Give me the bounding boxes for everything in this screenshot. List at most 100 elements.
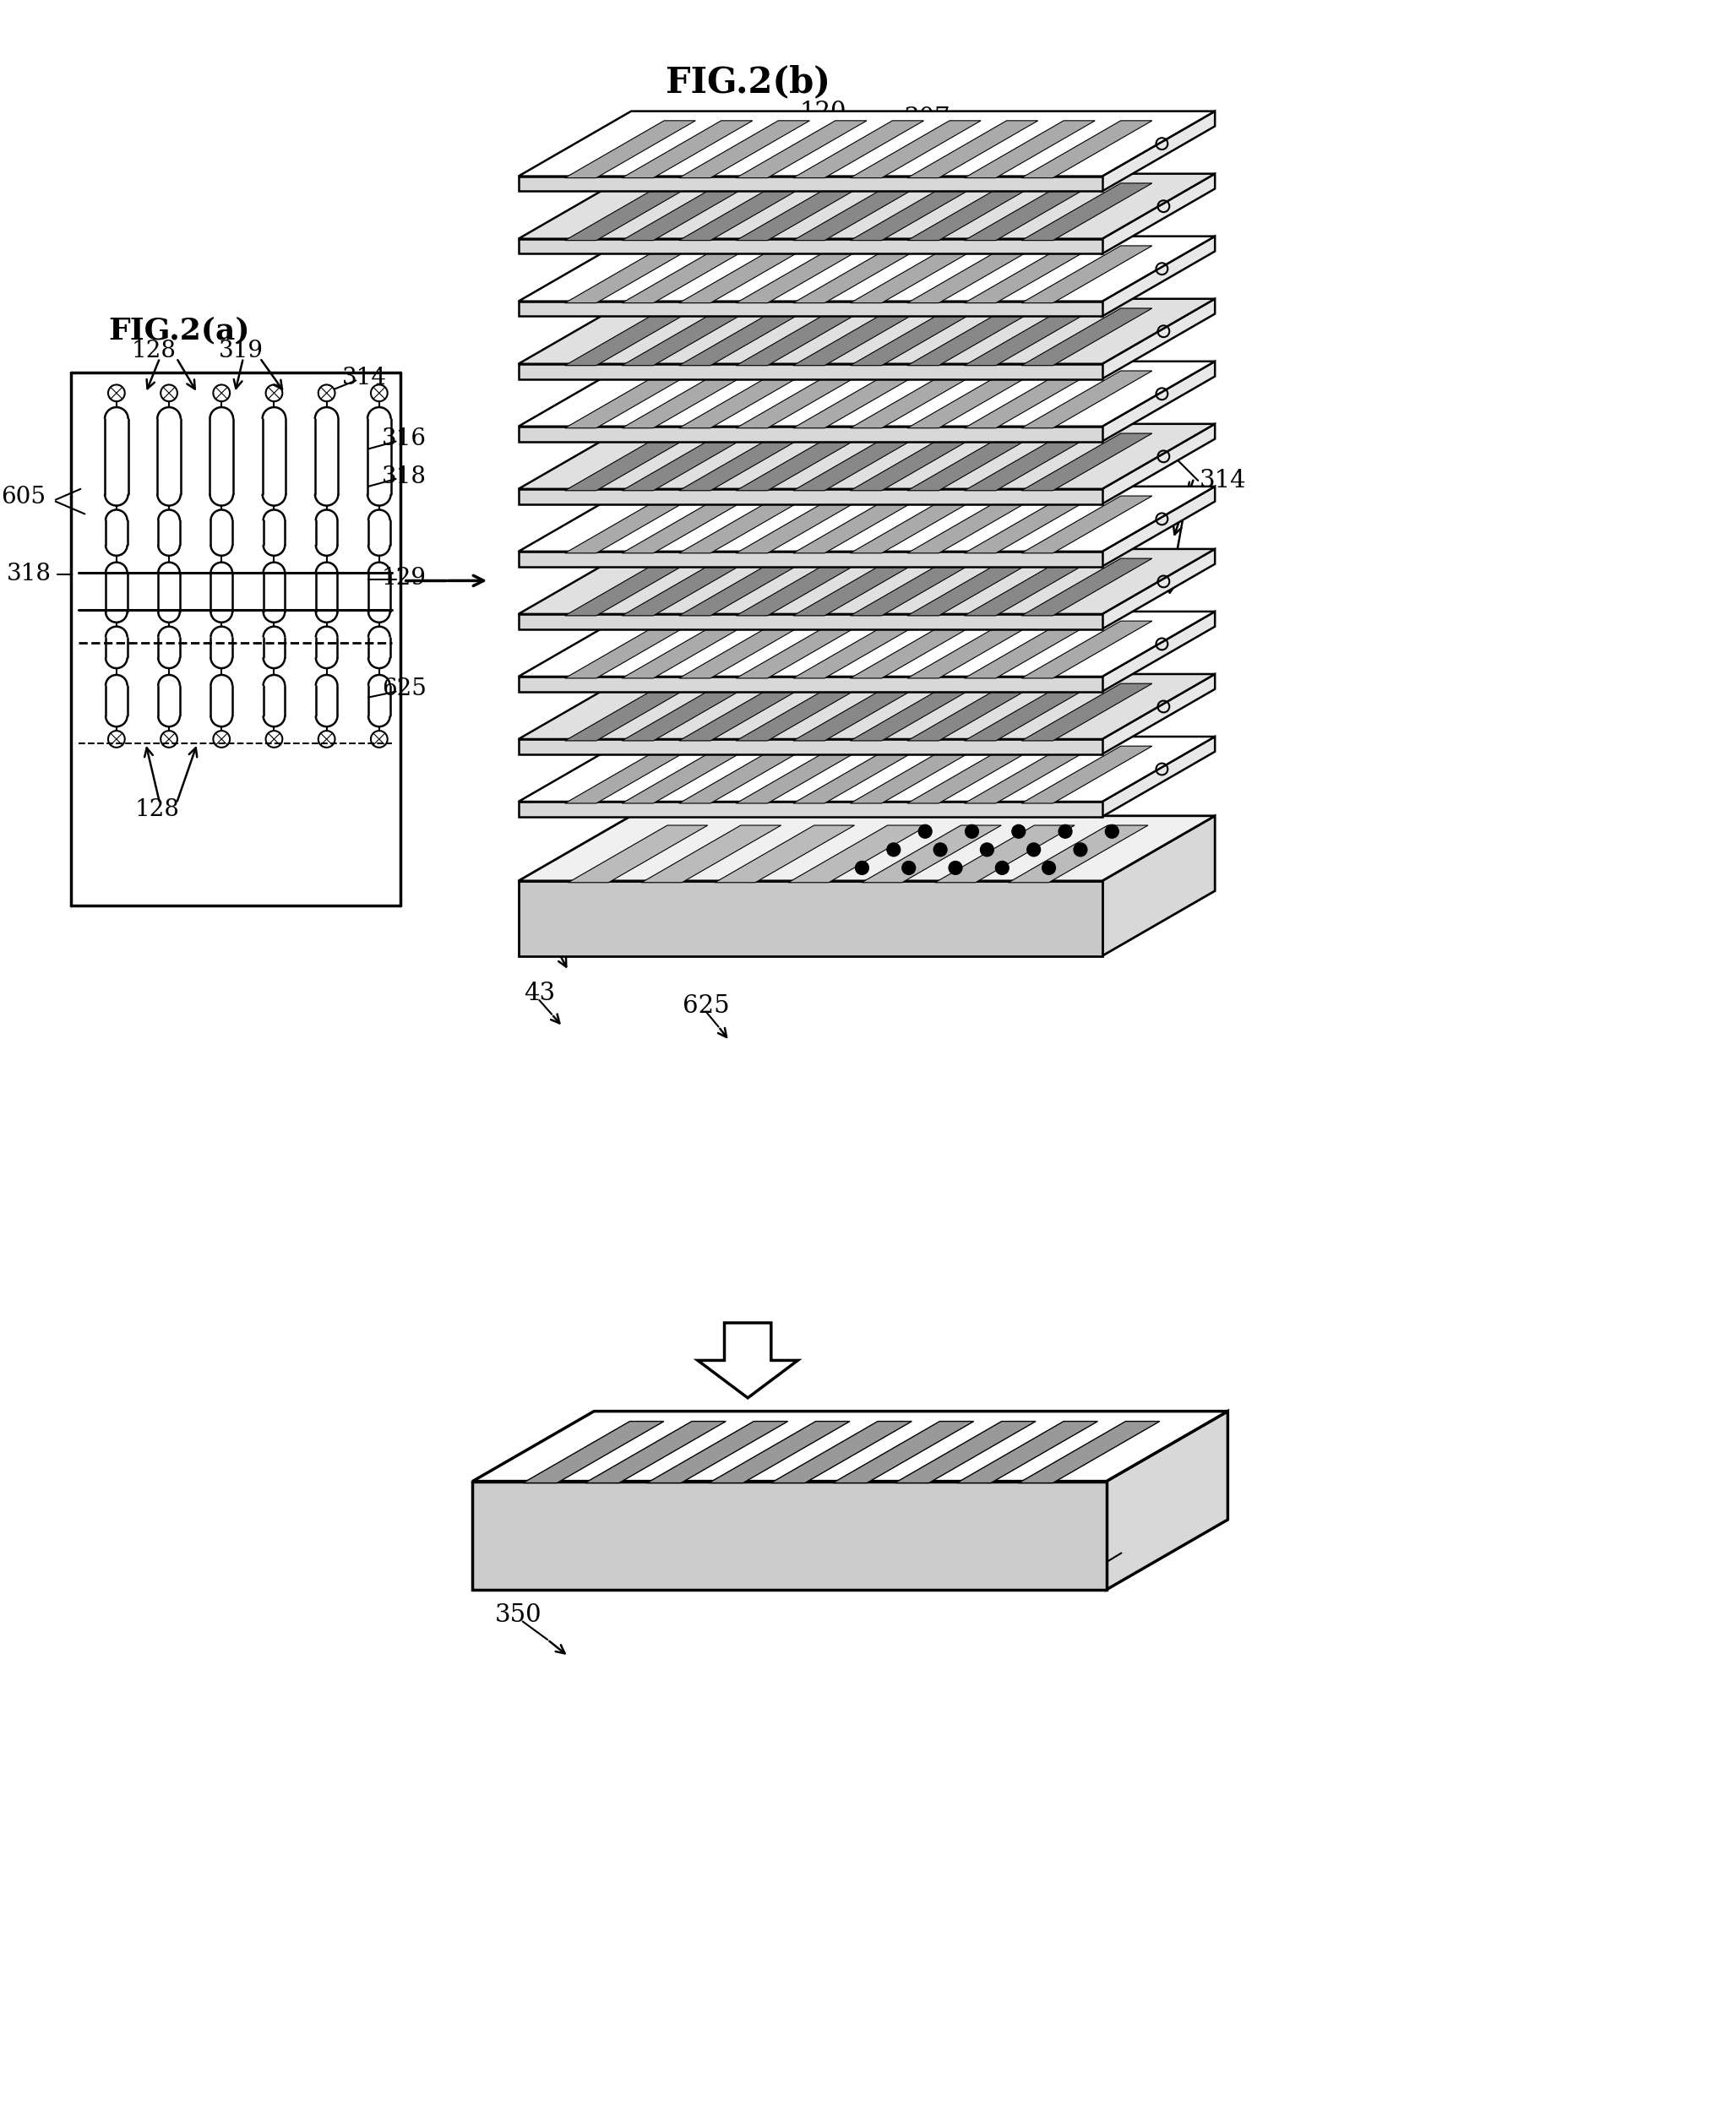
Polygon shape: [519, 551, 1102, 566]
Polygon shape: [1102, 736, 1215, 817]
Polygon shape: [519, 489, 1102, 504]
Polygon shape: [1019, 1421, 1160, 1483]
Polygon shape: [564, 559, 696, 615]
Polygon shape: [519, 423, 1215, 489]
Polygon shape: [736, 683, 866, 740]
Text: 350: 350: [495, 1604, 542, 1627]
Polygon shape: [519, 298, 1215, 364]
Polygon shape: [1021, 308, 1153, 366]
Polygon shape: [965, 308, 1095, 366]
Polygon shape: [894, 1421, 1036, 1483]
Polygon shape: [793, 747, 924, 804]
Polygon shape: [472, 1410, 1227, 1480]
Polygon shape: [679, 559, 809, 615]
Polygon shape: [736, 559, 866, 615]
Text: 625: 625: [382, 679, 427, 700]
Polygon shape: [965, 559, 1095, 615]
Polygon shape: [1021, 683, 1153, 740]
Polygon shape: [908, 496, 1038, 553]
Polygon shape: [965, 370, 1095, 428]
Polygon shape: [771, 1421, 911, 1483]
Polygon shape: [564, 434, 696, 491]
Polygon shape: [793, 247, 924, 302]
Polygon shape: [679, 621, 809, 679]
Text: 43: 43: [712, 898, 743, 921]
Polygon shape: [698, 1323, 799, 1397]
Polygon shape: [908, 183, 1038, 240]
Polygon shape: [736, 247, 866, 302]
Text: 319: 319: [219, 340, 264, 364]
Polygon shape: [908, 247, 1038, 302]
Polygon shape: [519, 881, 1102, 955]
Polygon shape: [793, 621, 924, 679]
Polygon shape: [564, 308, 696, 366]
Polygon shape: [833, 1421, 974, 1483]
Polygon shape: [519, 487, 1215, 551]
Polygon shape: [736, 621, 866, 679]
Polygon shape: [908, 370, 1038, 428]
Polygon shape: [621, 559, 753, 615]
Polygon shape: [519, 817, 1215, 881]
Polygon shape: [908, 621, 1038, 679]
Polygon shape: [1102, 298, 1215, 379]
Circle shape: [995, 861, 1009, 874]
Polygon shape: [1021, 434, 1153, 491]
Polygon shape: [642, 825, 781, 883]
Polygon shape: [1102, 111, 1215, 191]
Polygon shape: [519, 238, 1102, 253]
Text: 625: 625: [521, 906, 568, 929]
Polygon shape: [908, 434, 1038, 491]
Polygon shape: [679, 370, 809, 428]
Polygon shape: [1102, 487, 1215, 566]
Polygon shape: [519, 302, 1102, 317]
Polygon shape: [621, 747, 753, 804]
Polygon shape: [736, 121, 866, 179]
Polygon shape: [621, 621, 753, 679]
Circle shape: [934, 842, 948, 857]
Text: 121: 121: [1101, 138, 1147, 162]
Polygon shape: [965, 496, 1095, 553]
Polygon shape: [621, 496, 753, 553]
Polygon shape: [1021, 183, 1153, 240]
Text: 43: 43: [524, 983, 556, 1006]
Polygon shape: [679, 308, 809, 366]
Polygon shape: [793, 683, 924, 740]
Polygon shape: [564, 496, 696, 553]
Text: 605: 605: [0, 485, 45, 508]
Text: FIG.2(c): FIG.2(c): [611, 1417, 752, 1446]
Polygon shape: [564, 247, 696, 302]
Circle shape: [1106, 825, 1118, 838]
Polygon shape: [908, 559, 1038, 615]
Circle shape: [1042, 861, 1055, 874]
Circle shape: [1075, 842, 1087, 857]
Polygon shape: [851, 434, 981, 491]
Polygon shape: [568, 825, 708, 883]
Polygon shape: [519, 549, 1215, 615]
Polygon shape: [736, 183, 866, 240]
Polygon shape: [965, 247, 1095, 302]
Polygon shape: [908, 308, 1038, 366]
Polygon shape: [736, 747, 866, 804]
Polygon shape: [519, 615, 1102, 630]
Polygon shape: [788, 825, 927, 883]
Text: 120: 120: [799, 100, 845, 123]
Text: FIG.2(a): FIG.2(a): [108, 317, 250, 345]
Polygon shape: [736, 308, 866, 366]
Polygon shape: [1009, 825, 1147, 883]
Polygon shape: [519, 177, 1102, 191]
Polygon shape: [793, 183, 924, 240]
Polygon shape: [519, 362, 1215, 425]
Polygon shape: [519, 613, 1215, 676]
Polygon shape: [965, 121, 1095, 179]
Polygon shape: [679, 183, 809, 240]
Text: 625: 625: [599, 128, 646, 153]
Polygon shape: [519, 738, 1102, 755]
Polygon shape: [679, 247, 809, 302]
Polygon shape: [679, 496, 809, 553]
Polygon shape: [1102, 236, 1215, 317]
Polygon shape: [851, 559, 981, 615]
Polygon shape: [519, 676, 1102, 691]
Text: 128: 128: [132, 340, 177, 364]
Polygon shape: [736, 434, 866, 491]
Polygon shape: [679, 434, 809, 491]
